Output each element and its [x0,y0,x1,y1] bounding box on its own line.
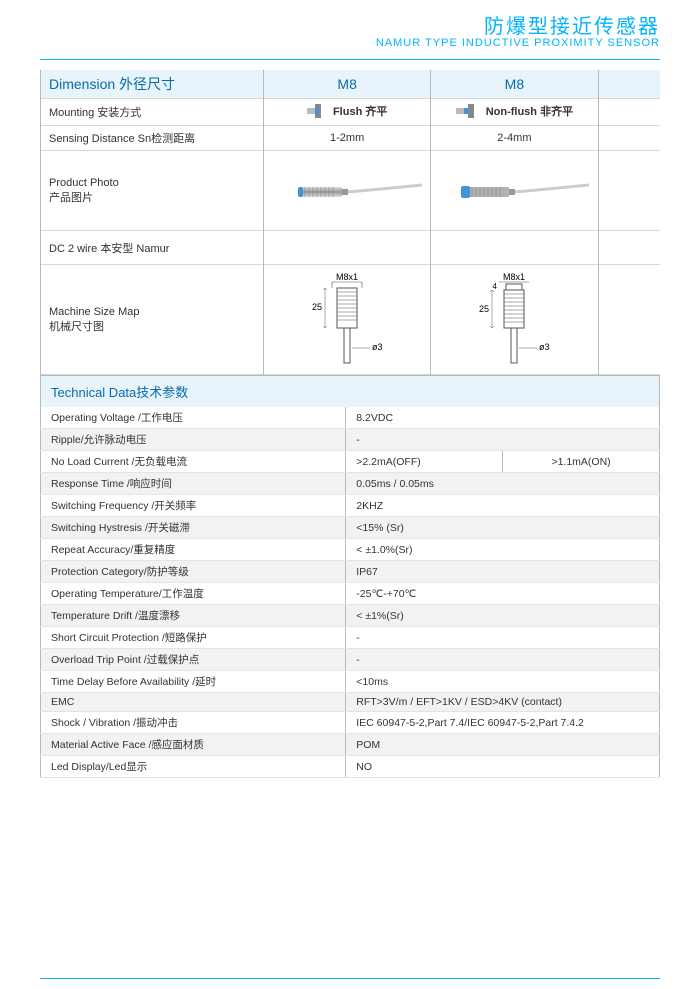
flush-icon: Flush 齐平 [307,103,387,119]
tech-value-2: >1.1mA(ON) [503,451,660,473]
pad-cell [598,70,660,99]
spec-table: Dimension 外径尺寸 M8 M8 Mounting 安装方式 Flush… [40,70,660,375]
footer-rule [40,978,660,979]
tech-header: Technical Data技术参数 [40,375,660,407]
offset-label-b: 4 [493,282,498,291]
tech-row: Ripple/允许脉动电压- [41,429,660,451]
dimension-label: Dimension 外径尺寸 [41,70,264,99]
tech-value: - [346,627,660,649]
dc2wire-label: DC 2 wire 本安型 Namur [41,231,264,265]
mounting-label: Mounting 安装方式 [41,99,264,126]
tech-label: Temperature Drift /温度漂移 [41,605,346,627]
sensing-a: 1-2mm [264,126,431,151]
tech-value: <15% (Sr) [346,517,660,539]
tech-row: Operating Voltage /工作电压8.2VDC [41,407,660,429]
tech-row: Switching Hystresis /开关磁滞<15% (Sr) [41,517,660,539]
page-header: 防爆型接近传感器 NAMUR TYPE INDUCTIVE PROXIMITY … [0,0,700,53]
tech-value: 0.05ms / 0.05ms [346,473,660,495]
tech-label: No Load Current /无负载电流 [41,451,346,473]
sizemap-flush-icon: M8x1 25 ø3 [292,270,402,370]
dimension-col-a: M8 [264,70,431,99]
tech-row: Operating Temperature/工作温度-25℃-+70℃ [41,583,660,605]
tech-row: No Load Current /无负载电流>2.2mA(OFF)>1.1mA(… [41,451,660,473]
sensor-photo-flush-icon [272,171,422,211]
mounting-a: Flush 齐平 [264,99,431,126]
tech-value: 2KHZ [346,495,660,517]
sensing-row: Sensing Distance Sn检测距离 1-2mm 2-4mm [41,126,661,151]
sizemap-b: M8x1 4 25 ø3 [431,265,598,375]
sizemap-a: M8x1 25 ø3 [264,265,431,375]
sensing-b: 2-4mm [431,126,598,151]
thread-label-b: M8x1 [503,272,525,282]
tech-value: NO [346,756,660,778]
tech-label: EMC [41,693,346,712]
tech-value: - [346,649,660,671]
mounting-a-text: Flush 齐平 [333,103,387,119]
tech-label: Shock / Vibration /振动冲击 [41,712,346,734]
tech-value: RFT>3V/m / EFT>1KV / ESD>4KV (contact) [346,693,660,712]
mounting-row: Mounting 安装方式 Flush 齐平 Non-flush 非齐平 [41,99,661,126]
tech-label: Ripple/允许脉动电压 [41,429,346,451]
tech-value: POM [346,734,660,756]
tech-label: Short Circuit Protection /短路保护 [41,627,346,649]
mounting-b-text: Non-flush 非齐平 [486,103,573,119]
tech-value: IP67 [346,561,660,583]
len-label-b: 25 [479,304,489,314]
tech-row: Material Active Face /感应面材质POM [41,734,660,756]
photo-row: Product Photo 产品图片 [41,151,661,231]
photo-b [431,151,598,231]
dc2wire-row: DC 2 wire 本安型 Namur [41,231,661,265]
photo-label: Product Photo 产品图片 [41,151,264,231]
tech-value: -25℃-+70℃ [346,583,660,605]
nonflush-icon: Non-flush 非齐平 [456,103,573,119]
mounting-b: Non-flush 非齐平 [431,99,598,126]
tech-label: Overload Trip Point /过载保护点 [41,649,346,671]
title-cn: 防爆型接近传感器 [40,10,660,39]
dia-label-b: ø3 [539,342,550,352]
tech-row: Switching Frequency /开关频率2KHZ [41,495,660,517]
tech-row: Time Delay Before Availability /延时<10ms [41,671,660,693]
thread-label-a: M8x1 [336,272,358,282]
tech-label: Switching Frequency /开关频率 [41,495,346,517]
tech-label: Protection Category/防护等级 [41,561,346,583]
tech-label: Operating Temperature/工作温度 [41,583,346,605]
sensor-photo-nonflush-icon [439,171,589,211]
dimension-col-b: M8 [431,70,598,99]
content: Dimension 外径尺寸 M8 M8 Mounting 安装方式 Flush… [40,70,660,778]
tech-row: Overload Trip Point /过载保护点- [41,649,660,671]
tech-row: Short Circuit Protection /短路保护- [41,627,660,649]
tech-label: Operating Voltage /工作电压 [41,407,346,429]
tech-value: - [346,429,660,451]
tech-value: <10ms [346,671,660,693]
tech-label: Switching Hystresis /开关磁滞 [41,517,346,539]
tech-label: Material Active Face /感应面材质 [41,734,346,756]
dia-label-a: ø3 [372,342,383,352]
sensing-label: Sensing Distance Sn检测距离 [41,126,264,151]
header-rule [40,59,660,60]
len-label-a: 25 [312,302,322,312]
tech-value: < ±1%(Sr) [346,605,660,627]
sizemap-nonflush-icon: M8x1 4 25 ø3 [459,270,569,370]
tech-row: Repeat Accuracy/重复精度< ±1.0%(Sr) [41,539,660,561]
tech-label: Response Time /响应时间 [41,473,346,495]
tech-value: < ±1.0%(Sr) [346,539,660,561]
tech-table: Operating Voltage /工作电压8.2VDCRipple/允许脉动… [40,407,660,778]
tech-value: >2.2mA(OFF) [346,451,503,473]
tech-label: Repeat Accuracy/重复精度 [41,539,346,561]
sizemap-label: Machine Size Map 机械尺寸图 [41,265,264,375]
tech-row: Response Time /响应时间0.05ms / 0.05ms [41,473,660,495]
tech-label: Led Display/Led显示 [41,756,346,778]
tech-value: 8.2VDC [346,407,660,429]
tech-value: IEC 60947-5-2,Part 7.4/IEC 60947-5-2,Par… [346,712,660,734]
tech-row: EMCRFT>3V/m / EFT>1KV / ESD>4KV (contact… [41,693,660,712]
tech-row: Protection Category/防护等级IP67 [41,561,660,583]
title-en: NAMUR TYPE INDUCTIVE PROXIMITY SENSOR [40,37,660,49]
tech-row: Temperature Drift /温度漂移< ±1%(Sr) [41,605,660,627]
tech-row: Shock / Vibration /振动冲击IEC 60947-5-2,Par… [41,712,660,734]
tech-row: Led Display/Led显示NO [41,756,660,778]
sizemap-row: Machine Size Map 机械尺寸图 M8x1 25 ø3 M8x1 [41,265,661,375]
dimension-row: Dimension 外径尺寸 M8 M8 [41,70,661,99]
tech-label: Time Delay Before Availability /延时 [41,671,346,693]
photo-a [264,151,431,231]
